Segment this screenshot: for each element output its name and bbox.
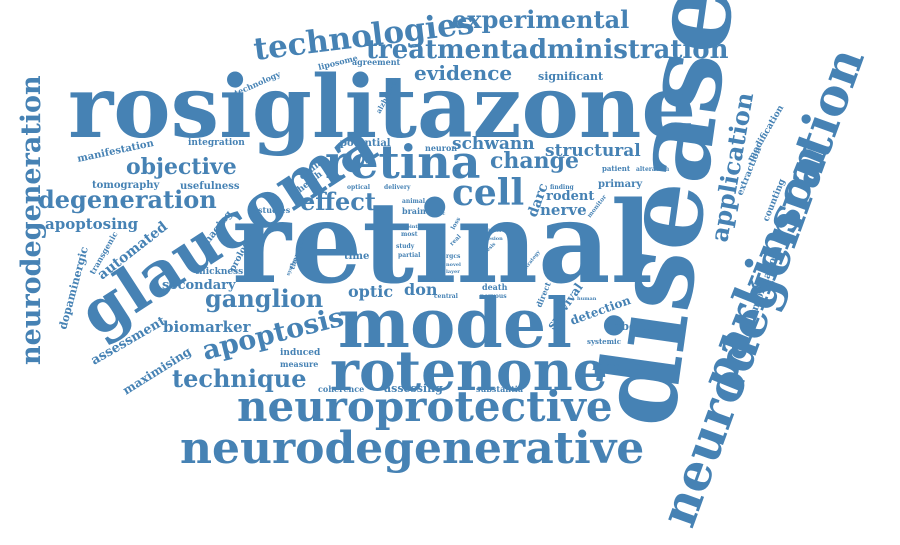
word-patient: patient (602, 164, 631, 173)
word-human: human (577, 296, 597, 302)
word-lesion: lesion (486, 236, 503, 242)
word-biomarker: biomarker (163, 318, 252, 336)
word-cell: cell (452, 172, 524, 214)
word-neuron: neuron (425, 143, 457, 153)
word-nervous: nervous (480, 293, 507, 300)
word-agreement: agreement (352, 57, 401, 67)
word-brain: brain (402, 206, 426, 216)
word-usefulness: usefulness (180, 181, 240, 192)
word-systemic: systemic (587, 337, 621, 346)
word-coherence: coherence (318, 384, 364, 394)
word-labeling: labeling (610, 320, 660, 333)
word-point: point (403, 224, 418, 230)
word-death: death (482, 282, 508, 292)
word-structural: structural (545, 141, 641, 161)
word-rosiglitazone: rosiglitazone (68, 57, 696, 158)
word-administration: administration (512, 35, 729, 65)
word-time: time (344, 251, 369, 262)
word-rotenone: rotenone (330, 338, 608, 403)
word-neurodegenerative: neurodegenerative (180, 423, 644, 474)
word-central: central (434, 293, 459, 300)
word-delivery: delivery (384, 184, 411, 191)
word-most: most (401, 231, 418, 238)
word-animal: animal (402, 198, 426, 205)
word-secondary: secondary (162, 278, 236, 293)
word-retina: retina (325, 135, 480, 189)
word-optic: optic (348, 282, 393, 301)
word-optical: optical (347, 184, 371, 191)
word-studies: studies (258, 205, 291, 215)
word-schwann: schwann (452, 134, 535, 154)
word-evidence: evidence (414, 61, 512, 85)
word-neurodegeneration: neurodegeneration (16, 75, 47, 365)
word-laser: laser (488, 228, 502, 234)
word-neuroprotective: neuroprotective (237, 382, 613, 431)
word-study: study (396, 243, 415, 250)
word-potential: potential (340, 138, 391, 149)
word-assessing: assessing (384, 382, 443, 395)
word-clinic: clinic (430, 211, 445, 217)
word-rodent: rodent (546, 189, 594, 204)
word-alteration: alteration (636, 166, 670, 173)
word-measure: measure (280, 359, 318, 369)
word-nerve: nerve (540, 201, 587, 219)
word-formulation: formulation (592, 360, 665, 373)
word-retinal: retinal (232, 178, 653, 309)
word-layer: layer (446, 269, 460, 275)
word-apoptosing: apoptosing (45, 215, 139, 233)
word-rgcs: rgcs (446, 253, 461, 260)
word-tomography: tomography (92, 180, 161, 191)
word-substantia: substantia (476, 384, 523, 394)
word-partial: partial (398, 252, 421, 259)
word-significant: significant (538, 70, 604, 83)
word-integration: integration (188, 138, 245, 148)
word-model: model (338, 284, 572, 364)
word-induced: induced (280, 348, 321, 358)
word-primary: primary (598, 179, 643, 190)
word-effect: effect (300, 187, 376, 216)
word-don: don (404, 280, 438, 299)
word-change: change (490, 148, 579, 174)
word-ganglion: ganglion (205, 284, 323, 313)
word-novel: novel (446, 262, 461, 268)
word-objective: objective (126, 154, 237, 180)
word-experimental: experimental (452, 5, 629, 34)
word-axonal: axonal (418, 276, 441, 283)
word-degeneration: degeneration (38, 185, 217, 214)
word-thickness: thickness (195, 267, 243, 277)
word-finding: finding (550, 184, 575, 191)
word-treatment: treatment (366, 35, 512, 65)
word-technique: technique (172, 364, 306, 393)
